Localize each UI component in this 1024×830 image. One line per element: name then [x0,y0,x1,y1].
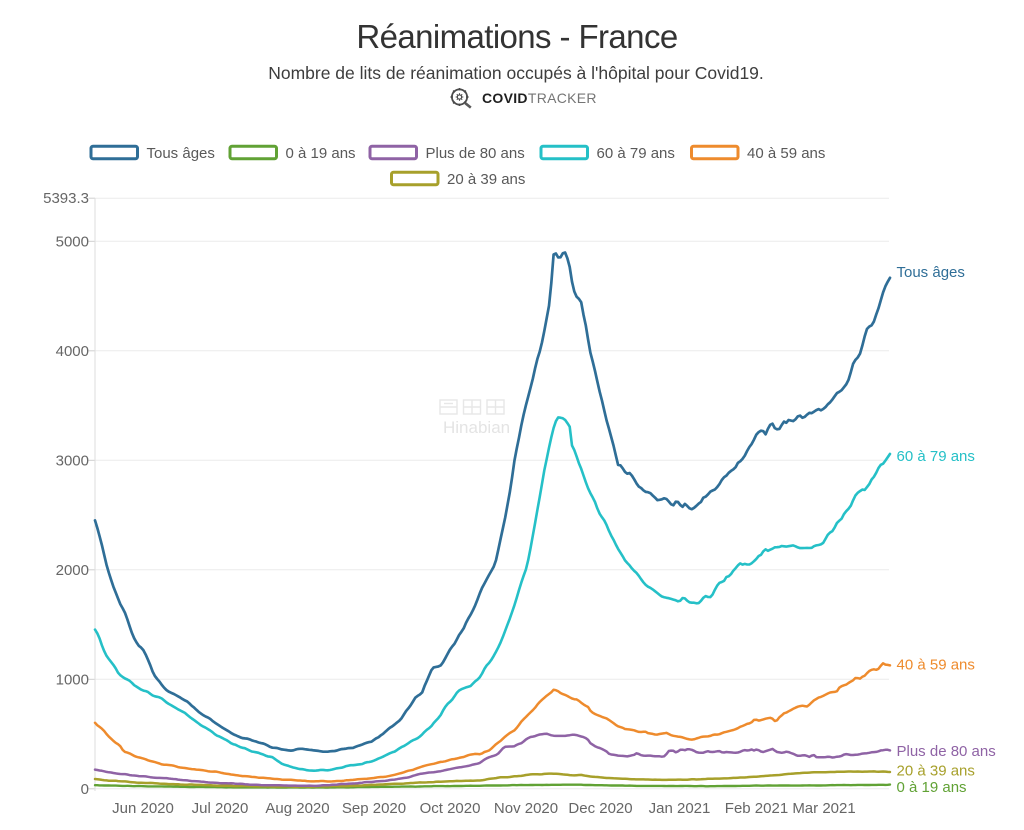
svg-text:20 à 39 ans: 20 à 39 ans [447,171,525,188]
svg-text:COVIDTRACKER: COVIDTRACKER [482,90,597,106]
svg-text:Dec 2020: Dec 2020 [568,800,632,817]
svg-text:Feb 2021: Feb 2021 [725,800,788,817]
svg-text:0 à 19 ans: 0 à 19 ans [897,779,967,796]
svg-text:40 à 59 ans: 40 à 59 ans [897,657,975,674]
svg-text:Hinabian: Hinabian [443,418,510,437]
svg-text:Plus de 80 ans: Plus de 80 ans [897,743,996,760]
svg-text:40 à 59 ans: 40 à 59 ans [747,145,825,162]
svg-text:0 à 19 ans: 0 à 19 ans [286,145,356,162]
svg-text:Sep 2020: Sep 2020 [342,800,406,817]
svg-text:Réanimations - France: Réanimations - France [356,18,677,55]
svg-text:5000: 5000 [56,233,89,250]
svg-text:4000: 4000 [56,343,89,360]
svg-text:60 à 79 ans: 60 à 79 ans [597,145,675,162]
svg-text:Tous âges: Tous âges [897,264,965,281]
svg-text:60 à 79 ans: 60 à 79 ans [897,448,975,465]
svg-text:Mar 2021: Mar 2021 [792,800,855,817]
svg-text:20 à 39 ans: 20 à 39 ans [897,763,975,780]
svg-text:Jan 2021: Jan 2021 [649,800,711,817]
svg-text:1000: 1000 [56,671,89,688]
svg-text:Jun 2020: Jun 2020 [112,800,174,817]
svg-text:3000: 3000 [56,452,89,469]
svg-text:0: 0 [81,781,89,798]
svg-text:Tous âges: Tous âges [147,145,215,162]
svg-text:Aug 2020: Aug 2020 [265,800,329,817]
svg-text:2000: 2000 [56,562,89,579]
svg-text:Plus de 80 ans: Plus de 80 ans [426,145,525,162]
svg-text:Nov 2020: Nov 2020 [494,800,558,817]
svg-text:5393.3: 5393.3 [43,190,89,207]
svg-text:Nombre de lits de réanimation: Nombre de lits de réanimation occupés à … [268,63,764,83]
svg-text:Oct 2020: Oct 2020 [420,800,481,817]
svg-text:Jul 2020: Jul 2020 [192,800,249,817]
